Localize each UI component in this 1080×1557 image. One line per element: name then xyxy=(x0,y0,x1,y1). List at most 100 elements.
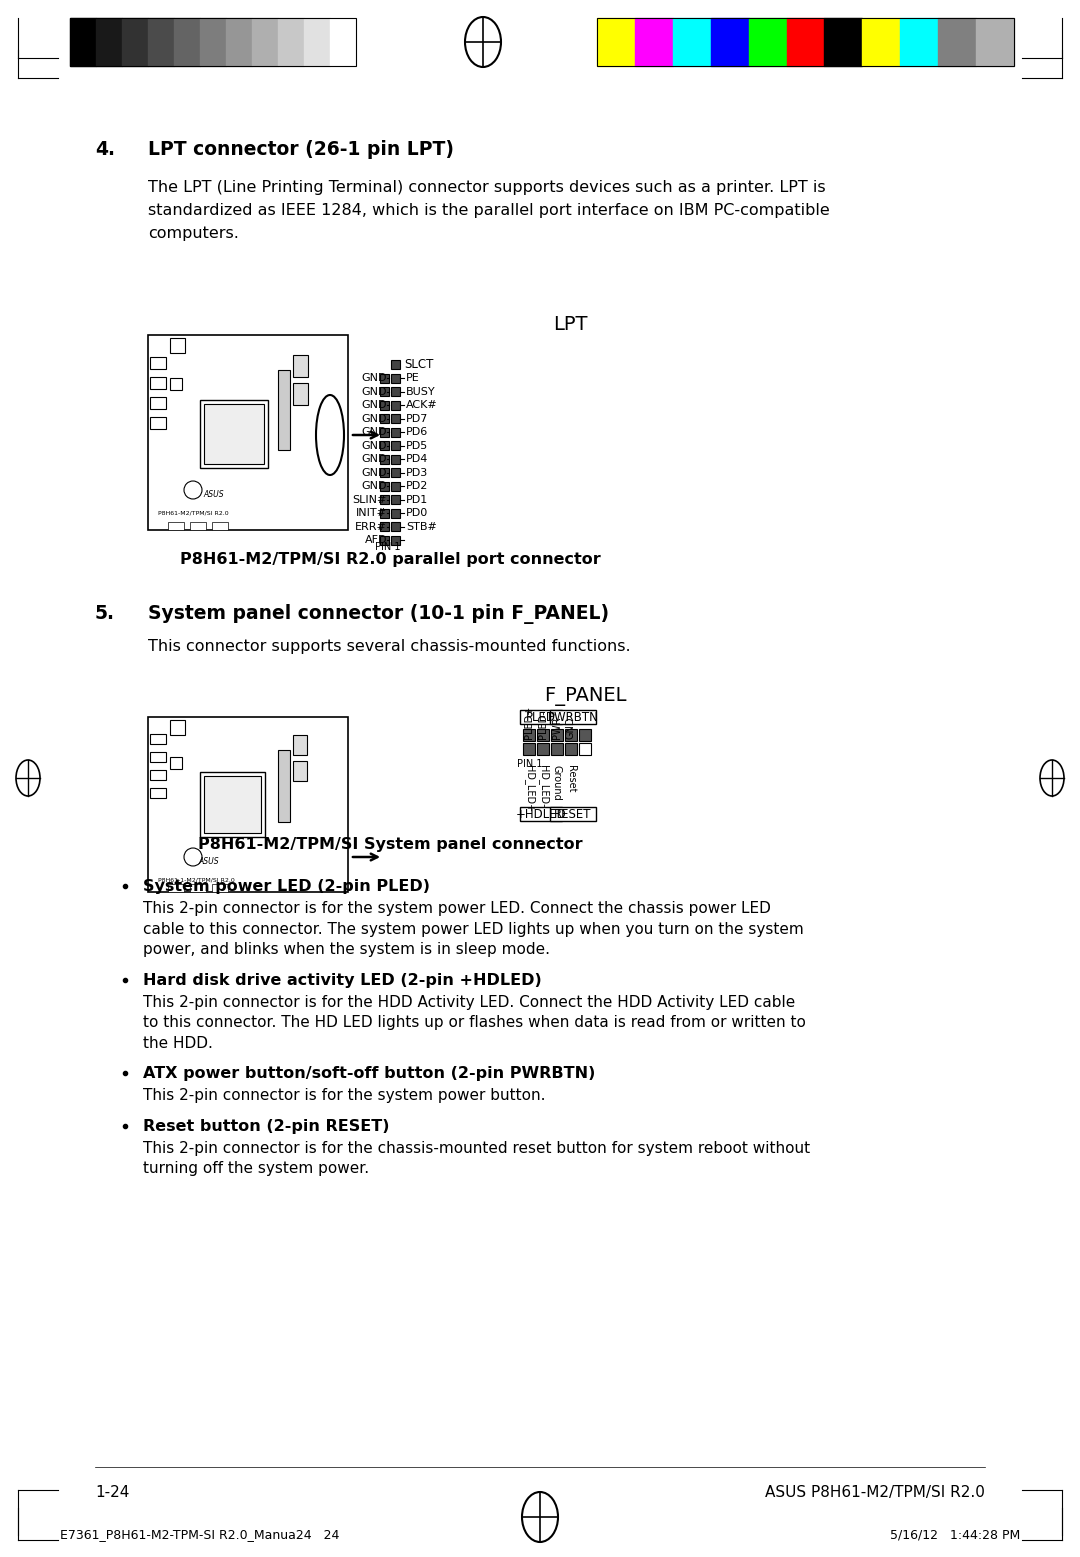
Bar xyxy=(391,495,400,504)
Bar xyxy=(597,19,635,65)
Bar xyxy=(391,400,400,409)
Bar xyxy=(150,397,166,409)
Text: turning off the system power.: turning off the system power. xyxy=(143,1162,369,1176)
Text: PE: PE xyxy=(406,374,420,383)
Bar xyxy=(148,19,174,65)
Bar xyxy=(96,19,122,65)
Bar xyxy=(391,455,400,464)
Text: ATX power button/soft-off button (2-pin PWRBTN): ATX power button/soft-off button (2-pin … xyxy=(143,1067,595,1081)
Text: P8H61-M2/TPM/SI System panel connector: P8H61-M2/TPM/SI System panel connector xyxy=(198,838,582,852)
Bar xyxy=(168,522,184,529)
Text: AFD: AFD xyxy=(365,536,387,545)
Bar xyxy=(330,19,356,65)
Bar xyxy=(391,469,400,476)
Text: Reset button (2-pin RESET): Reset button (2-pin RESET) xyxy=(143,1118,390,1133)
Text: SLIN#: SLIN# xyxy=(353,495,387,504)
Bar xyxy=(170,338,185,353)
Text: PD4: PD4 xyxy=(406,455,429,464)
Text: GND: GND xyxy=(362,414,387,424)
Bar xyxy=(673,19,711,65)
Text: cable to this connector. The system power LED lights up when you turn on the sys: cable to this connector. The system powe… xyxy=(143,922,804,936)
Bar xyxy=(122,19,148,65)
Text: PD6: PD6 xyxy=(406,427,429,438)
Text: 4.: 4. xyxy=(95,140,114,159)
Bar xyxy=(150,357,166,369)
Bar xyxy=(579,743,591,755)
Bar xyxy=(391,522,400,531)
Text: GND: GND xyxy=(362,441,387,450)
Text: PLED: PLED xyxy=(526,710,556,724)
Bar xyxy=(303,19,330,65)
Text: This connector supports several chassis-mounted functions.: This connector supports several chassis-… xyxy=(148,638,631,654)
Text: PD5: PD5 xyxy=(406,441,429,450)
Bar xyxy=(380,455,389,464)
Bar xyxy=(204,403,264,464)
Text: System power LED (2-pin PLED): System power LED (2-pin PLED) xyxy=(143,880,430,894)
Bar xyxy=(551,743,563,755)
Text: ASUS P8H61-M2/TPM/SI R2.0: ASUS P8H61-M2/TPM/SI R2.0 xyxy=(765,1485,985,1499)
Bar xyxy=(226,19,252,65)
Text: System panel connector (10-1 pin F_PANEL): System panel connector (10-1 pin F_PANEL… xyxy=(148,604,609,624)
Text: the HDD.: the HDD. xyxy=(143,1035,213,1051)
Bar xyxy=(523,743,535,755)
Text: Reset: Reset xyxy=(566,764,576,793)
Bar xyxy=(150,377,166,389)
Bar xyxy=(170,378,183,389)
Bar xyxy=(200,400,268,469)
Text: PIN 1: PIN 1 xyxy=(375,542,401,551)
Bar xyxy=(635,19,673,65)
Bar xyxy=(380,469,389,476)
Text: This 2-pin connector is for the system power LED. Connect the chassis power LED: This 2-pin connector is for the system p… xyxy=(143,902,771,916)
Bar xyxy=(380,481,389,490)
Bar xyxy=(380,374,389,383)
Text: power, and blinks when the system is in sleep mode.: power, and blinks when the system is in … xyxy=(143,942,550,958)
Text: 1-24: 1-24 xyxy=(95,1485,130,1499)
Bar xyxy=(150,733,166,744)
Bar xyxy=(170,719,185,735)
Text: P8H61-M2/TPM/SI R2.0 parallel port connector: P8H61-M2/TPM/SI R2.0 parallel port conne… xyxy=(179,553,600,567)
Text: 5/16/12   1:44:28 PM: 5/16/12 1:44:28 PM xyxy=(890,1527,1020,1541)
Bar xyxy=(519,710,562,724)
Text: GND: GND xyxy=(362,400,387,409)
Bar xyxy=(537,743,549,755)
Bar xyxy=(150,417,166,430)
Text: This 2-pin connector is for the HDD Activity LED. Connect the HDD Activity LED c: This 2-pin connector is for the HDD Acti… xyxy=(143,995,795,1009)
Text: HD_LED-: HD_LED- xyxy=(538,764,549,808)
Text: This 2-pin connector is for the chassis-mounted reset button for system reboot w: This 2-pin connector is for the chassis-… xyxy=(143,1140,810,1155)
Bar xyxy=(212,884,228,892)
Text: PD2: PD2 xyxy=(406,481,429,490)
Bar xyxy=(293,383,308,405)
Text: The LPT (Line Printing Terminal) connector supports devices such as a printer. L: The LPT (Line Printing Terminal) connect… xyxy=(148,181,825,195)
Bar xyxy=(150,788,166,799)
Bar xyxy=(939,19,976,65)
Bar xyxy=(190,522,206,529)
Bar xyxy=(190,884,206,892)
Text: computers.: computers. xyxy=(148,226,239,241)
Text: BUSY: BUSY xyxy=(406,386,435,397)
Text: This 2-pin connector is for the system power button.: This 2-pin connector is for the system p… xyxy=(143,1088,545,1102)
Bar xyxy=(391,428,400,436)
Bar xyxy=(550,807,596,821)
Bar xyxy=(168,884,184,892)
Text: PD3: PD3 xyxy=(406,467,429,478)
Text: GND: GND xyxy=(362,467,387,478)
Bar xyxy=(293,735,307,755)
Bar xyxy=(391,388,400,395)
Text: INIT#: INIT# xyxy=(356,508,387,518)
Bar xyxy=(565,729,577,741)
Text: PWRBTN: PWRBTN xyxy=(548,710,598,724)
Text: E7361_P8H61-M2-TPM-SI R2.0_Manua24   24: E7361_P8H61-M2-TPM-SI R2.0_Manua24 24 xyxy=(60,1527,339,1541)
Bar xyxy=(391,360,400,369)
Bar xyxy=(976,19,1014,65)
Bar xyxy=(391,374,400,383)
Bar xyxy=(200,19,226,65)
Bar xyxy=(565,743,577,755)
Bar xyxy=(70,19,96,65)
Text: 5.: 5. xyxy=(95,604,114,623)
Text: LPT: LPT xyxy=(553,315,588,335)
Text: RESET: RESET xyxy=(554,808,592,821)
Bar xyxy=(150,771,166,780)
Text: GND: GND xyxy=(362,386,387,397)
Text: ACK#: ACK# xyxy=(406,400,437,409)
Bar xyxy=(579,729,591,741)
